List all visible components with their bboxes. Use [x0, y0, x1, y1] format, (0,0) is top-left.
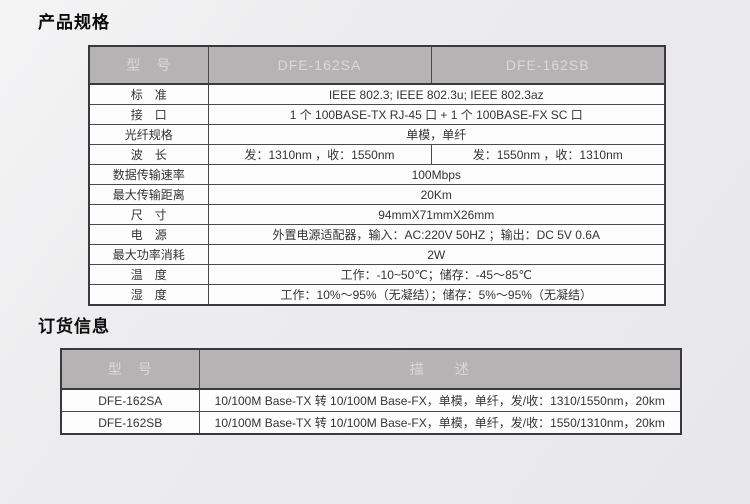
spec-value-max-power: 2W: [207, 244, 666, 265]
table-row: 接 口 1 个 100BASE-TX RJ-45 口 + 1 个 100BASE…: [88, 104, 666, 125]
table-row: 波 长 发：1310nm ，收：1550nm 发：1550nm ，收：1310n…: [88, 144, 666, 165]
spec-value-humidity: 工作：10%～95%（无凝结）；储存：5%～95%（无凝结）: [207, 284, 666, 306]
spec-value-data-rate: 100Mbps: [207, 164, 666, 185]
order-desc-162sb: 10/100M Base-TX 转 10/100M Base-FX，单模，单纤，…: [198, 411, 682, 435]
spec-label-max-distance: 最大传输距离: [88, 184, 209, 205]
table-row: 光纤规格 单模，单纤: [88, 124, 666, 145]
spec-value-wavelength-a: 发：1310nm ，收：1550nm: [207, 144, 432, 165]
order-model-162sb: DFE-162SB: [60, 411, 200, 435]
spec-header-model-b: DFE-162SB: [430, 45, 666, 85]
spec-label-power: 电 源: [88, 224, 209, 245]
table-row: 湿 度 工作：10%～95%（无凝结）；储存：5%～95%（无凝结）: [88, 284, 666, 306]
spec-header-row: 型 号 DFE-162SA DFE-162SB: [88, 45, 666, 85]
spec-value-wavelength-b: 发：1550nm ，收：1310nm: [430, 144, 666, 165]
spec-value-standard: IEEE 802.3; IEEE 802.3u; IEEE 802.3az: [207, 83, 666, 105]
spec-label-data-rate: 数据传输速率: [88, 164, 209, 185]
table-row: DFE-162SA 10/100M Base-TX 转 10/100M Base…: [60, 388, 682, 412]
table-row: 电 源 外置电源适配器，输入：AC:220V 50HZ ；输出：DC 5V 0.…: [88, 224, 666, 245]
spec-label-standard: 标 准: [88, 83, 209, 105]
spec-label-max-power: 最大功率消耗: [88, 244, 209, 265]
spec-value-fiber-spec: 单模，单纤: [207, 124, 666, 145]
order-header-model: 型 号: [60, 348, 200, 390]
order-desc-162sa: 10/100M Base-TX 转 10/100M Base-FX，单模，单纤，…: [198, 388, 682, 412]
spec-label-dimensions: 尺 寸: [88, 204, 209, 225]
spec-label-temperature: 温 度: [88, 264, 209, 285]
spec-header-model-a: DFE-162SA: [207, 45, 432, 85]
table-row: DFE-162SB 10/100M Base-TX 转 10/100M Base…: [60, 411, 682, 435]
spec-label-humidity: 湿 度: [88, 284, 209, 306]
table-row: 最大功率消耗 2W: [88, 244, 666, 265]
spec-label-interface: 接 口: [88, 104, 209, 125]
spec-value-max-distance: 20Km: [207, 184, 666, 205]
table-row: 标 准 IEEE 802.3; IEEE 802.3u; IEEE 802.3a…: [88, 83, 666, 105]
order-section-title: 订货信息: [38, 317, 110, 336]
spec-section-title: 产品规格: [38, 13, 110, 32]
spec-value-dimensions: 94mmX71mmX26mm: [207, 204, 666, 225]
spec-value-interface: 1 个 100BASE-TX RJ-45 口 + 1 个 100BASE-FX …: [207, 104, 666, 125]
order-model-162sa: DFE-162SA: [60, 388, 200, 412]
order-table: 型 号 描 述 DFE-162SA 10/100M Base-TX 转 10/1…: [60, 348, 682, 435]
spec-label-wavelength: 波 长: [88, 144, 209, 165]
spec-header-model: 型 号: [88, 45, 209, 85]
table-row: 尺 寸 94mmX71mmX26mm: [88, 204, 666, 225]
table-row: 最大传输距离 20Km: [88, 184, 666, 205]
spec-label-fiber-spec: 光纤规格: [88, 124, 209, 145]
order-header-row: 型 号 描 述: [60, 348, 682, 390]
spec-value-temperature: 工作：-10~50℃；储存：-45～85℃: [207, 264, 666, 285]
table-row: 温 度 工作：-10~50℃；储存：-45～85℃: [88, 264, 666, 285]
table-row: 数据传输速率 100Mbps: [88, 164, 666, 185]
order-header-desc: 描 述: [198, 348, 682, 390]
spec-table: 型 号 DFE-162SA DFE-162SB 标 准 IEEE 802.3; …: [88, 45, 666, 306]
spec-value-power: 外置电源适配器，输入：AC:220V 50HZ ；输出：DC 5V 0.6A: [207, 224, 666, 245]
